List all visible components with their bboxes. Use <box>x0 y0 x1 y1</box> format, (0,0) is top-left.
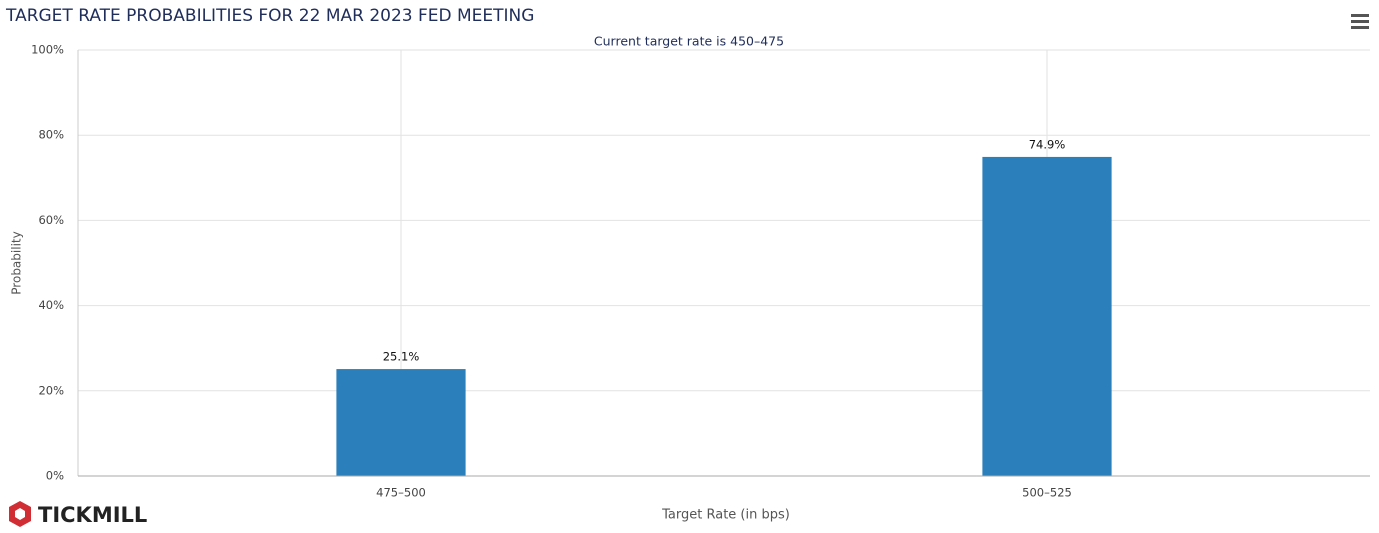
brand-logo: TICKMILL <box>9 501 147 527</box>
y-tick-label: 0% <box>46 469 64 483</box>
bar <box>336 369 466 476</box>
menu-bar <box>1351 20 1369 23</box>
y-axis-label: Probability <box>10 231 24 294</box>
data-label: 25.1% <box>383 350 420 364</box>
x-tick-label: 475–500 <box>376 486 426 500</box>
y-tick-label: 20% <box>38 383 64 397</box>
x-axis-label: Target Rate (in bps) <box>661 508 790 523</box>
x-tick-label: 500–525 <box>1022 486 1072 500</box>
brand-name: TICKMILL <box>38 503 147 527</box>
chart-title: TARGET RATE PROBABILITIES FOR 22 MAR 202… <box>5 6 534 26</box>
brand-icon-inner <box>15 508 25 520</box>
bar <box>982 156 1112 476</box>
y-tick-label: 80% <box>38 128 64 142</box>
y-tick-label: 40% <box>38 298 64 312</box>
y-tick-label: 100% <box>31 43 64 57</box>
menu-bar <box>1351 26 1369 29</box>
y-tick-label: 60% <box>38 213 64 227</box>
chart-subtitle: Current target rate is 450–475 <box>594 34 784 49</box>
data-label: 74.9% <box>1029 137 1066 151</box>
menu-bar <box>1351 14 1369 17</box>
menu-button[interactable] <box>1349 12 1371 32</box>
